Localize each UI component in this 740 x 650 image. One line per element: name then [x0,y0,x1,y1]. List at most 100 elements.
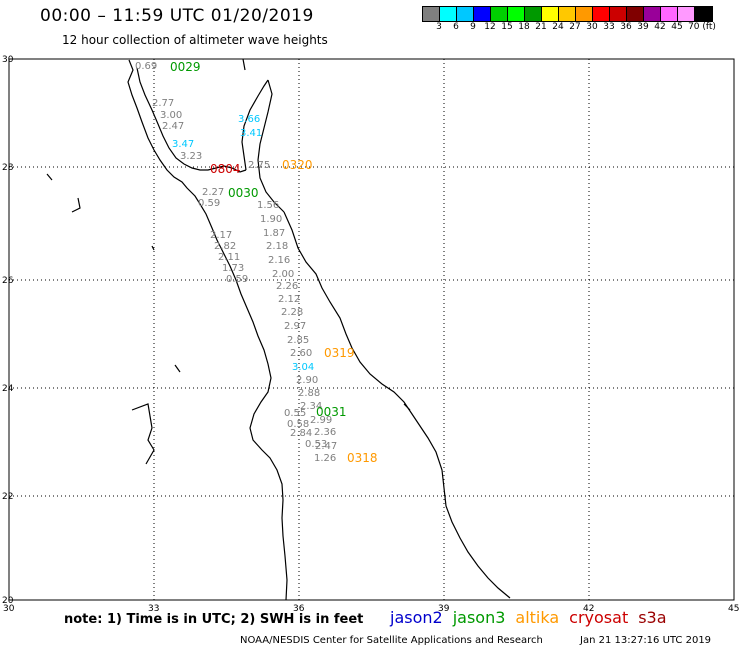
wave-height-value: 0.69 [135,61,157,72]
color-swatch [423,7,440,21]
wave-height-value: 3.23 [180,151,202,162]
coastline-west [127,59,288,601]
coastline-east [283,211,511,599]
color-scale-label: 30 [586,22,598,32]
satellite-legend-entry: jason3 [452,608,506,627]
island-west-3 [151,245,155,251]
wave-height-value: 0.55 [284,408,306,419]
color-swatch [576,7,593,21]
color-scale-label: 21 [535,22,547,32]
color-scale-label: 18 [518,22,530,32]
color-scale-bar [422,6,713,22]
pass-number-label: 0318 [347,451,378,465]
wave-height-value: 2.60 [290,348,312,359]
footer-note: note: 1) Time is in UTC; 2) SWH is in fe… [64,612,364,627]
wave-height-value: 1.26 [314,453,336,464]
coastline-sinai [136,67,247,173]
color-swatch [508,7,525,21]
wave-height-value: 2.88 [298,388,320,399]
wave-height-value: 0.59 [198,198,220,209]
latitude-label: 30 [2,55,14,65]
color-swatch [593,7,610,21]
color-scale-label: 3 [436,22,442,32]
wave-height-value: 2.47 [162,121,184,132]
wave-height-value: 0.53 [305,439,327,450]
lat-lon-grid [9,59,734,600]
map-frame [8,58,735,601]
island-west-5 [131,403,155,465]
wave-height-value: 2.99 [310,415,332,426]
wave-height-value: 2.17 [210,230,232,241]
wave-height-value: 2.27 [202,187,224,198]
wave-height-value: 3.66 [238,114,260,125]
wave-height-value: 2.85 [287,335,309,346]
color-scale-label: 9 [470,22,476,32]
island-north-1 [242,58,246,71]
wave-height-value: 1.73 [222,263,244,274]
wave-height-value: 2.00 [272,269,294,280]
coastline-aqaba-west [241,79,269,171]
color-scale-label: 33 [603,22,615,32]
credit-line: NOAA/NESDIS Center for Satellite Applica… [240,635,543,646]
longitude-labels: 30 33 36 39 42 45 [3,604,739,614]
island-west-2 [46,173,53,181]
wave-height-value: 2.77 [152,98,174,109]
color-swatch [559,7,576,21]
wave-height-value: 3.47 [172,139,194,150]
color-scale-label: 15 [501,22,513,32]
wave-height-value: 3.04 [292,362,314,373]
color-scale-label: 42 [654,22,666,32]
longitude-label: 33 [148,604,159,614]
wave-height-value: 2.34 [300,401,322,412]
color-swatch [610,7,627,21]
island-west-4 [174,364,181,373]
latitude-label: 22 [2,492,13,502]
pass-number-label: 0031 [316,405,347,419]
color-swatch [440,7,457,21]
wave-height-value: 2.36 [314,427,336,438]
satellite-pass-labels: 0029 0320 0030 0319 0031 0318 0804 [170,60,378,465]
pass-number-label: 0804 [210,162,241,176]
color-swatch [627,7,644,21]
wave-height-value: 3.41 [240,128,262,139]
pass-number-label: 0029 [170,60,201,74]
color-swatch [661,7,678,21]
wave-height-value: 2.75 [248,160,270,171]
island-west-1 [71,197,81,213]
color-swatch [525,7,542,21]
island-east-1 [403,403,411,411]
coastline [46,58,511,601]
wave-height-value: 1.90 [260,214,282,225]
color-scale-label: 27 [569,22,581,32]
satellite-legend-entry: jason2 [390,608,443,627]
color-swatch [474,7,491,21]
wave-height-value: 2.11 [218,252,240,263]
wave-height-values: 0.692.773.002.473.663.413.473.232.752.27… [135,61,337,464]
color-swatch [457,7,474,21]
color-scale-label: 36 [620,22,632,32]
color-scale-label: 6 [453,22,459,32]
latitude-label: 24 [2,384,14,394]
wave-height-value: 2.97 [284,321,306,332]
longitude-label: 36 [293,604,305,614]
color-scale-label: 70 (ft) [688,22,716,32]
latitude-label: 28 [2,163,14,173]
satellite-legend: jason2 jason3 altika cryosat s3a [390,608,677,627]
latitude-labels: 30 28 26 24 22 20 [2,55,14,606]
satellite-legend-entry: cryosat [569,608,629,627]
color-scale-label: 39 [637,22,649,32]
wave-height-value: 0.58 [287,419,309,430]
generated-timestamp: Jan 21 13:27:16 UTC 2019 [580,635,712,646]
longitude-label: 45 [728,604,739,614]
coastline-aqaba-east [257,79,285,213]
color-swatch [491,7,508,21]
latitude-label: 26 [2,276,14,286]
color-swatch [678,7,695,21]
color-swatch [644,7,661,21]
wave-height-value: 1.87 [263,228,285,239]
wave-height-value: 2.47 [315,441,337,452]
color-scale-label: 12 [484,22,496,32]
pass-number-label: 0030 [228,186,259,200]
wave-height-value: 2.12 [278,294,300,305]
